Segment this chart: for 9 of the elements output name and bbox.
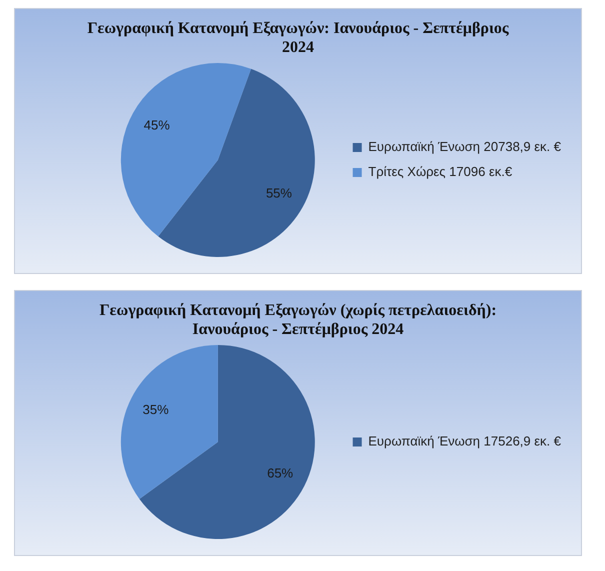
data-label: 55%: [266, 185, 292, 200]
data-label: 35%: [142, 402, 170, 417]
legend-label: Τρίτες Χώρες 17096 εκ.€: [368, 164, 513, 180]
legend-label: Ευρωπαϊκή Ένωση 20738,9 εκ. €: [368, 139, 562, 154]
chart-title: Γεωγραφική Κατανομή Εξαγωγών: Ιανουάριος - Σεπτέμβριος 2024: [86, 19, 510, 57]
data-label: 45%: [144, 118, 170, 133]
legend-label: Ευρωπαϊκή Ένωση 17526,9 εκ. €: [368, 434, 562, 449]
chart-title: Γεωγραφική Κατανομή Εξαγωγών (χωρίς πετρελαιοειδή): Ιανουάριος - Σεπτέμβριος 2024: [98, 301, 498, 339]
data-label: 65%: [267, 465, 294, 480]
